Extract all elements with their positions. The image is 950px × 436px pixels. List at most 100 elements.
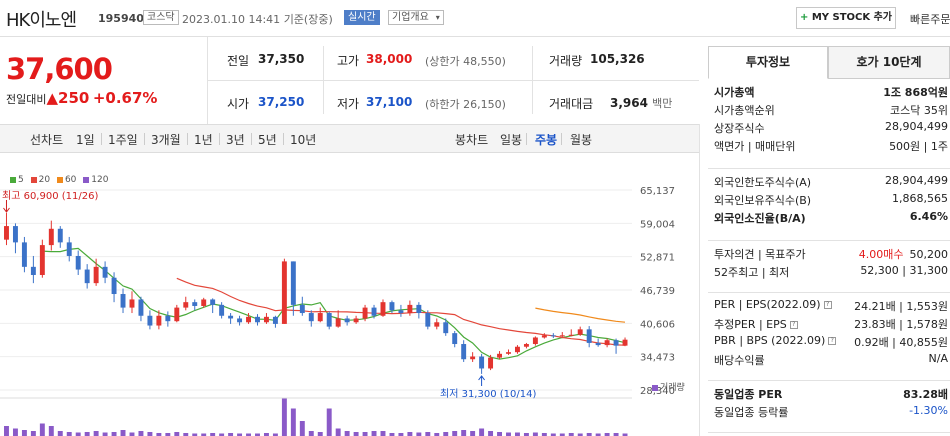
high-label: 고가 — [337, 54, 360, 68]
info-row-label: 투자의견 | 목표주가 — [714, 248, 806, 261]
info-row-value: 52,300 | 31,300 — [860, 264, 948, 277]
candle-body — [165, 315, 171, 322]
candle-body — [66, 242, 72, 256]
volume-bar — [102, 432, 108, 436]
low-value: 37,100 — [366, 95, 413, 109]
upper-limit: (상한가 48,550) — [425, 55, 506, 68]
ma5-line — [42, 247, 626, 360]
tab-1d[interactable]: 1일 — [76, 133, 95, 147]
volume-bar — [398, 433, 404, 436]
opinion-value: 4.00매수 — [858, 248, 904, 261]
candle-body — [622, 339, 628, 346]
candle-body — [461, 344, 467, 360]
volume-bar — [577, 433, 583, 436]
help-icon[interactable]: ? — [823, 301, 832, 309]
candle-body — [317, 313, 323, 322]
info-row-label: 외국인소진율(B/A) — [714, 212, 806, 225]
current-price: 37,600 — [6, 52, 113, 86]
y-tick-label: 28,340 — [640, 386, 675, 397]
info-row-label: 52주최고 | 최저 — [714, 266, 790, 279]
volume-bar — [497, 432, 502, 436]
divider — [101, 133, 102, 145]
candle-body — [550, 335, 556, 337]
volume-bar — [165, 433, 171, 436]
info-row-value: 4.00매수 50,200 — [858, 248, 948, 261]
my-stock-add-button[interactable]: + MY STOCK 추가 — [796, 7, 896, 29]
volume-bar — [111, 432, 117, 436]
tab-1y[interactable]: 1년 — [194, 133, 213, 147]
candle-body — [263, 316, 269, 323]
ma20-swatch — [30, 176, 37, 183]
tab-investment-info[interactable]: 투자정보 — [708, 46, 828, 79]
volume-bar — [353, 432, 359, 436]
volume-bar — [21, 430, 27, 436]
volume-bar — [461, 430, 467, 436]
candle-body — [443, 322, 449, 334]
volume-bar — [344, 431, 350, 436]
y-tick-label: 52,871 — [640, 253, 675, 264]
tab-weekly[interactable]: 주봉 — [535, 133, 558, 147]
candlestick-chart[interactable]: 65,137 59,004 52,871 46,739 40,606 34,473 28,3… — [0, 180, 699, 436]
volume-bar — [272, 433, 278, 436]
candle-body — [470, 356, 476, 360]
ma120-swatch — [83, 176, 90, 183]
tab-order-book[interactable]: 호가 10단계 — [828, 46, 950, 79]
volume-bar — [317, 432, 323, 436]
y-tick-label: 65,137 — [640, 186, 675, 197]
candle-body — [4, 226, 9, 240]
info-row-value: N/A — [928, 352, 948, 365]
candle-body — [613, 340, 619, 346]
candle-body — [228, 315, 234, 319]
candle-body — [604, 340, 610, 346]
market-badge: 코스닥 — [143, 10, 179, 25]
volume-axis-label: 거래량 — [652, 380, 685, 393]
candle-body — [210, 299, 216, 305]
tab-3y[interactable]: 3년 — [226, 133, 245, 147]
y-tick-label: 40,606 — [640, 319, 675, 330]
info-row-value: 23.83배 | 1,578원 — [854, 318, 948, 331]
candle-body — [523, 344, 529, 347]
candle-body — [389, 302, 395, 311]
tab-daily[interactable]: 일봉 — [500, 133, 523, 147]
volume-bar — [470, 431, 476, 436]
volume-bar — [380, 431, 386, 436]
candle-body — [416, 304, 422, 314]
amount-label: 거래대금 — [549, 97, 594, 111]
volume-bar — [290, 408, 296, 436]
candle-body — [488, 357, 494, 369]
candle-body — [344, 318, 350, 323]
y-tick-label: 59,004 — [640, 219, 675, 230]
tab-1w[interactable]: 1주일 — [108, 133, 138, 147]
help-icon[interactable]: ? — [828, 337, 837, 345]
tab-5y[interactable]: 5년 — [258, 133, 277, 147]
tab-monthly[interactable]: 월봉 — [570, 133, 593, 147]
tab-3m[interactable]: 3개월 — [151, 133, 181, 147]
candle-body — [541, 335, 547, 338]
volume-bar — [39, 423, 45, 436]
stock-code: 195940 — [98, 12, 144, 25]
info-row-value: 500원 | 1주 — [889, 140, 948, 153]
divider — [144, 133, 145, 145]
stock-name: HK이노엔 — [6, 10, 77, 31]
info-row-value: 83.28배 — [903, 388, 948, 401]
candle-body — [434, 322, 440, 327]
candle-body — [30, 266, 36, 275]
info-row-value: 24.21배 | 1,553원 — [854, 300, 948, 313]
divider — [708, 168, 950, 169]
volume-bar — [147, 432, 153, 436]
candle-body — [497, 353, 502, 358]
divider — [561, 133, 562, 145]
amount-value: 3,964 백만 — [610, 96, 673, 110]
info-row-label: 동일업종 등락률 — [714, 406, 789, 419]
plus-icon: + — [799, 12, 809, 23]
candle-body — [568, 334, 574, 336]
help-icon[interactable]: ? — [789, 321, 798, 329]
volume-bar — [308, 431, 314, 436]
realtime-badge[interactable]: 실시간 — [344, 10, 380, 25]
candle-body — [21, 242, 27, 267]
company-info-dropdown[interactable]: 기업개요 ▾ — [388, 10, 444, 25]
quick-order-link[interactable]: 빠른주문 — [910, 13, 950, 26]
candle-body — [532, 337, 538, 345]
tab-10y[interactable]: 10년 — [290, 133, 317, 147]
candle-body — [129, 299, 135, 308]
